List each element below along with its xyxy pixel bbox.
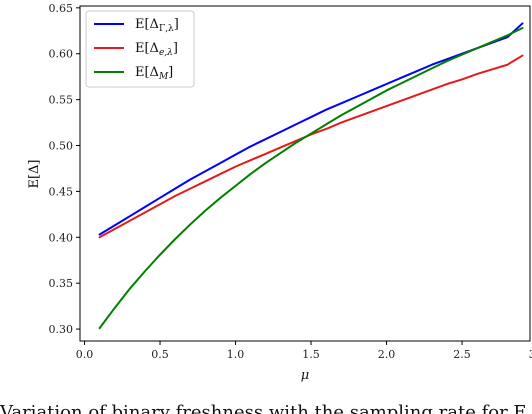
- x-tick-label: 2.0: [378, 348, 396, 361]
- series-layer: [98, 22, 524, 330]
- x-tick-label: 1.0: [227, 348, 245, 361]
- x-tick-label: 3.0: [529, 348, 532, 361]
- x-tick-label: 1.5: [302, 348, 320, 361]
- series-line-3: [98, 27, 524, 330]
- figure-caption: Variation of binary freshness with the s…: [0, 402, 527, 414]
- y-tick-label: 0.60: [49, 48, 74, 61]
- legend-label-m: E[ΔM]: [135, 65, 173, 82]
- x-axis-label: μ: [301, 368, 309, 383]
- y-axis-label: E[Δ]: [27, 159, 42, 188]
- legend-label-e-lambda: E[Δe,λ]: [135, 41, 178, 58]
- legend: E[ΔΓ,λ] E[Δe,λ] E[ΔM]: [85, 10, 195, 88]
- series-line-1: [98, 22, 524, 236]
- x-tick-label: 0.5: [151, 348, 169, 361]
- y-tick-label: 0.55: [49, 94, 74, 107]
- x-tick-label: 0.0: [76, 348, 94, 361]
- y-tick-label: 0.45: [49, 185, 74, 198]
- x-tick-label: 2.5: [453, 348, 471, 361]
- x-axis: 0.0 0.5 1.0 1.5 2.0 2.5 3.0: [76, 341, 532, 361]
- plot-frame: [79, 5, 531, 342]
- y-tick-label: 0.30: [49, 323, 74, 336]
- y-tick-label: 0.65: [49, 2, 74, 15]
- line-chart: 0.00.51.01.52.02.53.0 0.300.350.400.450.…: [27, 2, 532, 383]
- legend-label-gamma-lambda: E[ΔΓ,λ]: [135, 17, 179, 34]
- y-axis: 0.30 0.35 0.40 0.45 0.50 0.55 0.60 0.65: [49, 2, 80, 336]
- y-tick-label: 0.35: [49, 277, 74, 290]
- legend-box: [85, 10, 195, 88]
- y-tick-label: 0.50: [49, 140, 74, 153]
- y-tick-label: 0.40: [49, 231, 74, 244]
